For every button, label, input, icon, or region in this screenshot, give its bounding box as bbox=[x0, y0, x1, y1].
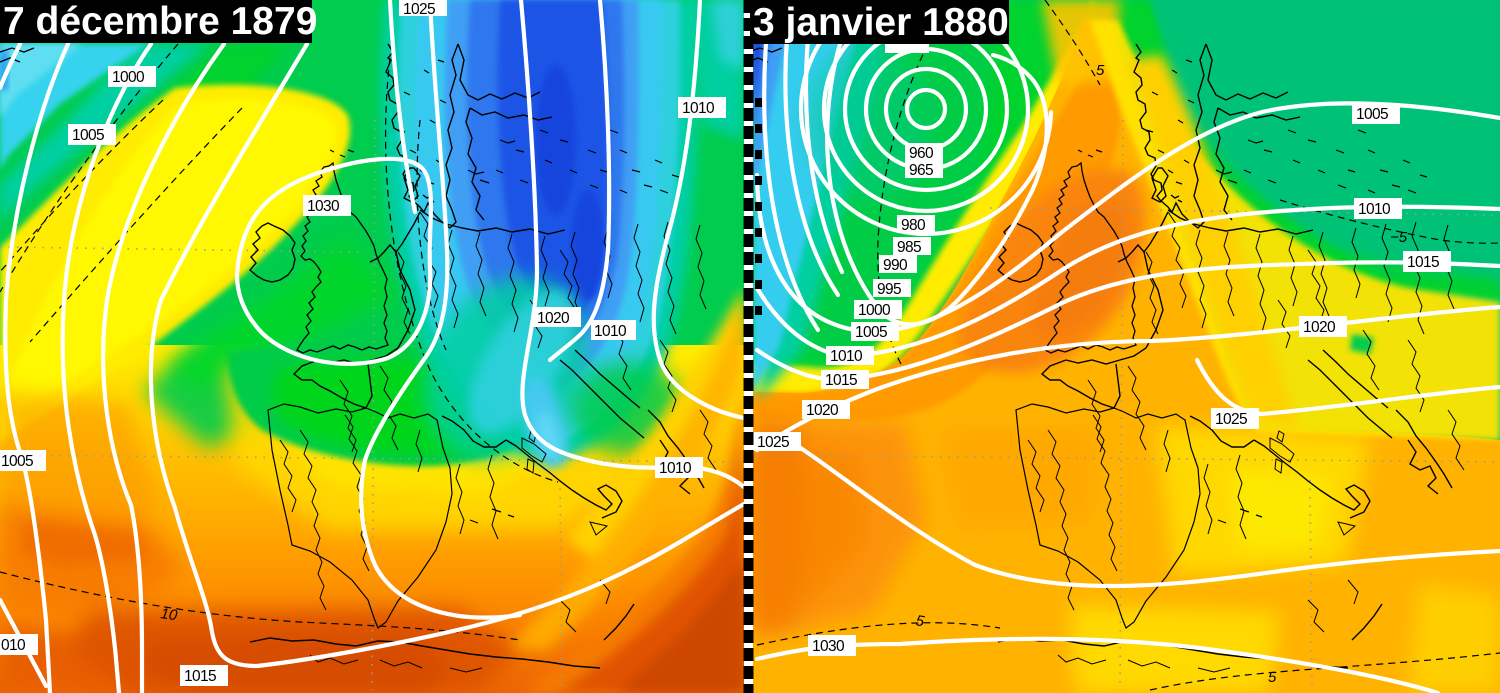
svg-text:1005: 1005 bbox=[1356, 106, 1388, 123]
svg-text:1010: 1010 bbox=[594, 323, 627, 340]
svg-text:1005: 1005 bbox=[855, 324, 887, 341]
svg-text:1010: 1010 bbox=[1358, 201, 1391, 218]
svg-text:995: 995 bbox=[877, 281, 901, 298]
svg-text:1000: 1000 bbox=[858, 302, 891, 319]
svg-text:1025: 1025 bbox=[403, 1, 435, 18]
svg-text:1020: 1020 bbox=[1303, 319, 1336, 336]
svg-text:5: 5 bbox=[914, 612, 926, 630]
svg-text:960: 960 bbox=[909, 145, 934, 162]
svg-text:990: 990 bbox=[883, 257, 908, 274]
svg-text:1015: 1015 bbox=[1407, 254, 1439, 271]
svg-text:1020: 1020 bbox=[806, 402, 839, 419]
svg-text:1010: 1010 bbox=[659, 460, 692, 477]
svg-text:7 décembre 1879: 7 décembre 1879 bbox=[3, 0, 317, 43]
svg-text:1030: 1030 bbox=[307, 198, 340, 215]
svg-text:985: 985 bbox=[897, 239, 921, 256]
svg-text:1025: 1025 bbox=[1215, 411, 1247, 428]
svg-text:10: 10 bbox=[159, 605, 179, 624]
svg-text:5: 5 bbox=[1096, 62, 1105, 79]
svg-text:1015: 1015 bbox=[184, 668, 216, 685]
svg-text:−5: −5 bbox=[1390, 229, 1408, 246]
svg-text:3 janvier 1880: 3 janvier 1880 bbox=[753, 1, 1009, 44]
svg-text:1030: 1030 bbox=[812, 638, 845, 655]
svg-text:1020: 1020 bbox=[537, 310, 570, 327]
svg-text:5: 5 bbox=[1268, 669, 1277, 686]
svg-text:1005: 1005 bbox=[72, 127, 104, 144]
svg-text:1010: 1010 bbox=[830, 348, 863, 365]
svg-text:010: 010 bbox=[1, 637, 26, 654]
svg-text:1000: 1000 bbox=[112, 69, 145, 86]
svg-text:1005: 1005 bbox=[1, 453, 33, 470]
svg-text:1025: 1025 bbox=[757, 434, 789, 451]
svg-text:965: 965 bbox=[909, 162, 933, 179]
svg-text:980: 980 bbox=[901, 217, 926, 234]
svg-text:1010: 1010 bbox=[682, 100, 715, 117]
svg-text:1015: 1015 bbox=[825, 372, 857, 389]
